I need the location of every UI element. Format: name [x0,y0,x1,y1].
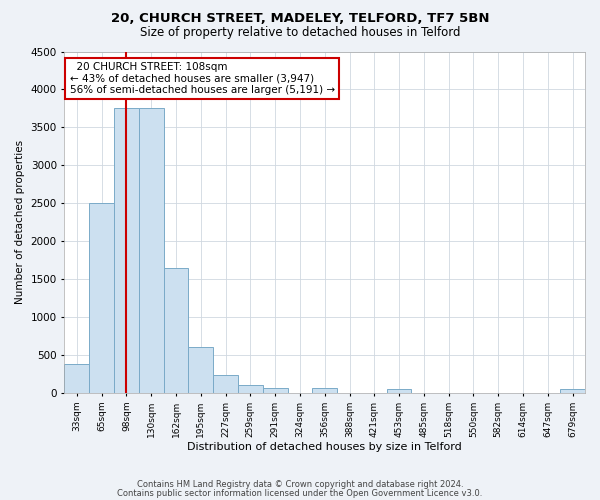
Text: 20 CHURCH STREET: 108sqm  
← 43% of detached houses are smaller (3,947)
56% of s: 20 CHURCH STREET: 108sqm ← 43% of detach… [70,62,335,95]
Text: Contains public sector information licensed under the Open Government Licence v3: Contains public sector information licen… [118,489,482,498]
Text: Contains HM Land Registry data © Crown copyright and database right 2024.: Contains HM Land Registry data © Crown c… [137,480,463,489]
Bar [213,374,238,393]
Bar [560,389,585,393]
Bar [139,108,164,393]
Text: 20, CHURCH STREET, MADELEY, TELFORD, TF7 5BN: 20, CHURCH STREET, MADELEY, TELFORD, TF7… [111,12,489,26]
X-axis label: Distribution of detached houses by size in Telford: Distribution of detached houses by size … [187,442,462,452]
Bar [188,348,213,393]
Bar [238,386,263,393]
Bar [64,364,89,393]
Text: Size of property relative to detached houses in Telford: Size of property relative to detached ho… [140,26,460,39]
Bar [313,388,337,393]
Bar [386,389,412,393]
Bar [263,388,287,393]
Y-axis label: Number of detached properties: Number of detached properties [15,140,25,304]
Bar [114,108,139,393]
Bar [89,203,114,393]
Bar [164,268,188,393]
